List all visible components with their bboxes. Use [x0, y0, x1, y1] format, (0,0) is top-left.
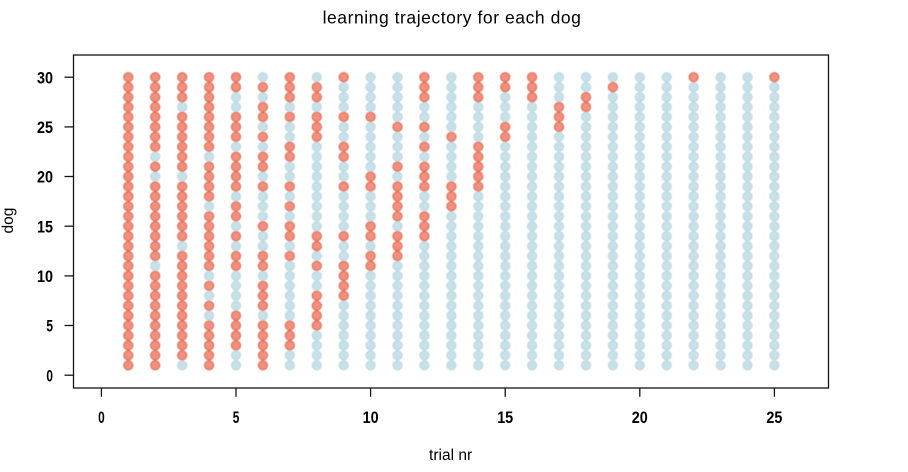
svg-text:30: 30: [37, 69, 53, 87]
svg-text:15: 15: [497, 409, 513, 427]
svg-text:dog: dog: [0, 208, 17, 234]
svg-text:20: 20: [37, 169, 53, 187]
svg-text:10: 10: [37, 268, 53, 286]
svg-text:15: 15: [37, 218, 53, 236]
svg-text:0: 0: [46, 367, 53, 385]
svg-text:10: 10: [363, 409, 379, 427]
svg-text:5: 5: [233, 409, 240, 427]
svg-text:0: 0: [98, 409, 105, 427]
svg-text:25: 25: [37, 119, 53, 137]
svg-text:learning trajectory for each d: learning trajectory for each dog: [323, 8, 582, 28]
svg-text:25: 25: [766, 409, 782, 427]
svg-text:trial nr: trial nr: [429, 447, 472, 464]
svg-text:20: 20: [632, 409, 648, 427]
svg-text:5: 5: [46, 318, 53, 336]
